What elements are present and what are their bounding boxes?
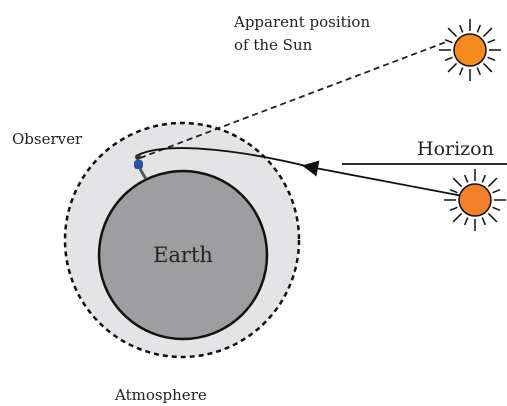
light-ray [310, 167, 468, 197]
sun-ray [450, 190, 457, 193]
sun-ray [448, 63, 456, 71]
sun-ray [448, 28, 456, 36]
sun-ray [453, 178, 461, 186]
sun [439, 19, 501, 81]
apparent-label: of the Sun [234, 36, 313, 54]
sun-ray [477, 68, 480, 75]
sun-ray [460, 68, 463, 75]
sun-ray [488, 40, 495, 43]
sun-ray [493, 190, 500, 193]
sun-ray [488, 57, 495, 60]
sun-ray [453, 213, 461, 221]
sun-disc [454, 34, 486, 66]
sun-ray [482, 175, 485, 182]
sun-disc [459, 184, 491, 216]
sun-ray [445, 57, 452, 60]
sun-ray [460, 25, 463, 32]
sun-ray [465, 175, 468, 182]
earth-label: Earth [153, 243, 213, 267]
sun-ray [465, 218, 468, 225]
sun-ray [488, 178, 496, 186]
sun-ray [482, 218, 485, 225]
horizon-label: Horizon [417, 138, 494, 160]
diagram: Apparent position of the Sun Observer Ho… [0, 0, 507, 406]
atmosphere-label: Atmosphere [114, 386, 207, 404]
apparent-label: Apparent position [233, 13, 370, 31]
sun-ray [450, 207, 457, 210]
apparent-sight-line [140, 42, 446, 158]
observer-label: Observer [12, 130, 83, 148]
sun-ray [488, 213, 496, 221]
sun-ray [445, 40, 452, 43]
sun-ray [477, 25, 480, 32]
sun-ray [483, 28, 491, 36]
sun-ray [483, 63, 491, 71]
sun-ray [493, 207, 500, 210]
sun [444, 169, 506, 231]
